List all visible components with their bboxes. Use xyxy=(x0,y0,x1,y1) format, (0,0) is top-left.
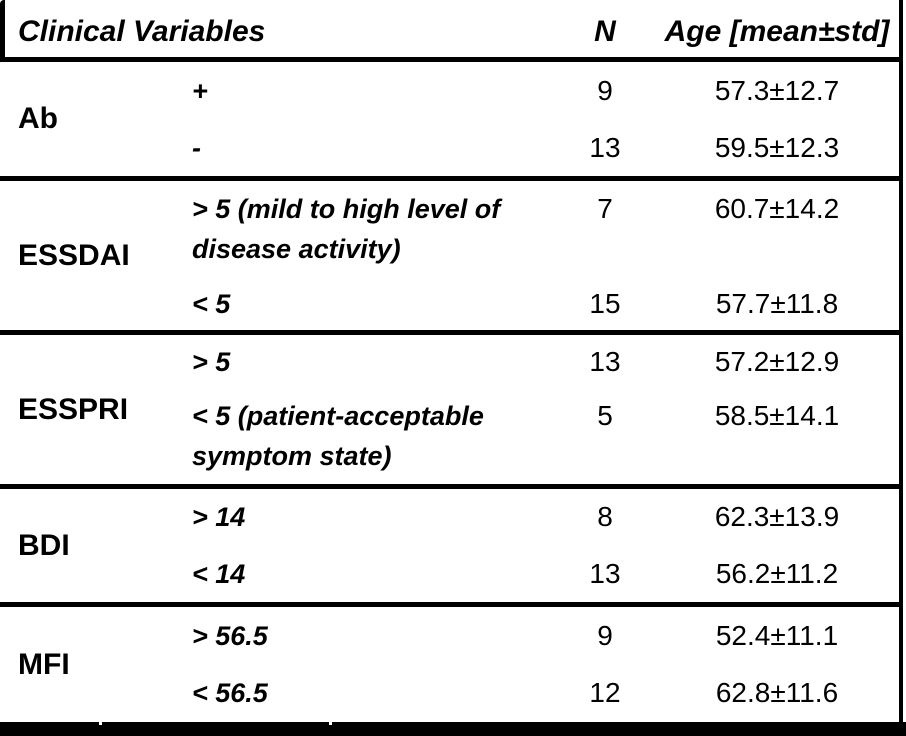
table-row-bdi-low: < 14 13 56.2±11.2 xyxy=(192,545,894,602)
n-cell: 5 xyxy=(597,400,613,431)
group-section-essdai: ESSDAI > 5 (mild to high level of diseas… xyxy=(0,181,906,330)
group-section-esspri: ESSPRI > 5 13 57.2±12.9 < 5 (patient-acc… xyxy=(0,335,906,484)
group-section-bdi: BDI > 14 8 62.3±13.9 < 14 13 56.2±11.2 xyxy=(0,489,906,602)
age-cell: 57.3±12.7 xyxy=(714,74,840,106)
category-cell: + xyxy=(192,75,208,106)
section-rule xyxy=(0,330,903,335)
age-cell: 60.7±14.2 xyxy=(714,193,840,224)
category-cell: > 14 xyxy=(192,502,246,532)
bottom-bar-notch xyxy=(99,722,102,725)
category-cell: > 5 xyxy=(192,346,231,377)
header-n: N xyxy=(594,15,616,48)
section-rule xyxy=(0,176,903,181)
header-rule xyxy=(0,57,903,62)
age-cell: 57.7±11.8 xyxy=(715,287,839,319)
age-cell: 56.2±11.2 xyxy=(715,557,839,589)
section-rule xyxy=(0,602,903,607)
table-right-border xyxy=(899,0,903,722)
table-row-ab-positive: + 9 57.3±12.7 xyxy=(192,62,894,119)
table-row-bdi-high: > 14 8 62.3±13.9 xyxy=(192,489,894,545)
age-cell: 57.2±12.9 xyxy=(714,345,840,377)
header-clinical-variables: Clinical Variables xyxy=(18,15,266,48)
table-row-mfi-high: > 56.5 9 52.4±11.1 xyxy=(192,607,894,664)
section-rule xyxy=(0,484,903,489)
age-cell: 59.5±12.3 xyxy=(714,131,840,163)
n-cell: 12 xyxy=(589,677,621,708)
group-label-mfi: MFI xyxy=(18,647,70,681)
n-cell: 13 xyxy=(589,131,621,163)
table-row-ab-negative: - 13 59.5±12.3 xyxy=(192,119,894,176)
group-label-essdai: ESSDAI xyxy=(18,238,130,272)
table-row-mfi-low: < 56.5 12 62.8±11.6 xyxy=(192,664,894,722)
table-row-essdai-high: > 5 (mild to high level of disease activ… xyxy=(192,181,894,277)
header-age: Age [mean±std] xyxy=(664,15,890,48)
category-cell: - xyxy=(192,132,201,163)
group-label-esspri: ESSPRI xyxy=(18,392,129,426)
category-cell: > 5 (mild to high level of disease activ… xyxy=(192,194,501,264)
n-cell: 8 xyxy=(597,501,613,532)
group-label-bdi: BDI xyxy=(18,528,70,562)
age-cell: 52.4±11.1 xyxy=(715,619,839,651)
category-cell: < 14 xyxy=(192,558,246,589)
n-cell: 9 xyxy=(597,74,613,106)
group-label-ab: Ab xyxy=(18,102,58,135)
category-cell: > 56.5 xyxy=(192,620,268,651)
table-row-esspri-high: > 5 13 57.2±12.9 xyxy=(192,335,894,388)
n-cell: 13 xyxy=(589,557,621,589)
age-cell: 58.5±14.1 xyxy=(714,400,840,431)
table-row-esspri-low: < 5 (patient-acceptable symptom state) 5… xyxy=(192,388,894,484)
category-cell: < 56.5 xyxy=(192,678,268,708)
table-bottom-bar xyxy=(0,722,906,736)
age-cell: 62.3±13.9 xyxy=(714,501,840,532)
bottom-bar-notch xyxy=(329,722,332,725)
category-cell: < 5 (patient-acceptable symptom state) xyxy=(192,401,484,471)
age-cell: 62.8±11.6 xyxy=(715,677,839,708)
header-row: Clinical Variables N Age [mean±std] xyxy=(0,0,906,57)
header-left-border xyxy=(0,0,5,62)
n-cell: 15 xyxy=(589,287,621,319)
group-section-ab: Ab + 9 57.3±12.7 - 13 59.5±12.3 xyxy=(0,62,906,176)
n-cell: 7 xyxy=(597,193,613,224)
table-row-essdai-low: < 5 15 57.7±11.8 xyxy=(192,277,894,330)
n-cell: 9 xyxy=(597,619,613,651)
n-cell: 13 xyxy=(589,345,621,377)
group-section-mfi: MFI > 56.5 9 52.4±11.1 < 56.5 12 62.8±11… xyxy=(0,607,906,722)
category-cell: < 5 xyxy=(192,288,231,319)
